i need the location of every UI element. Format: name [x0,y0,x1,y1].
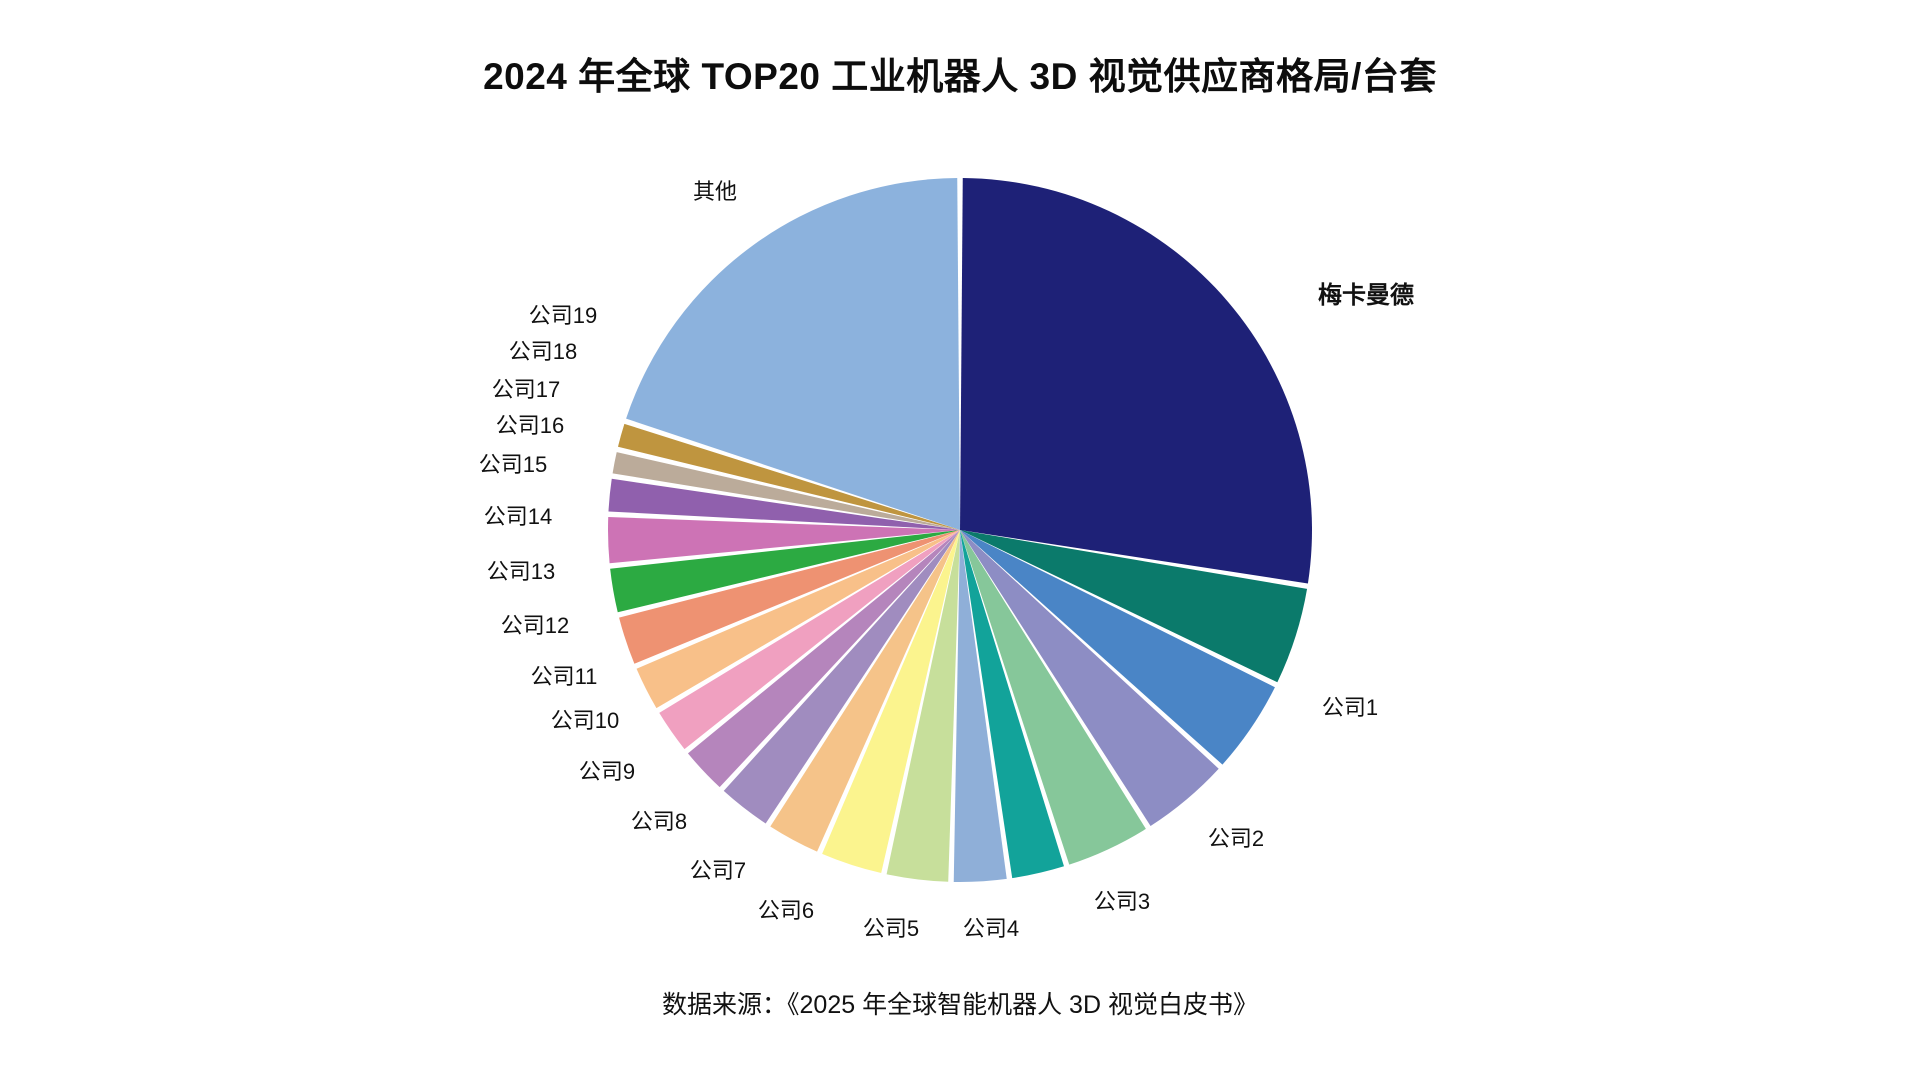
page-title: 2024 年全球 TOP20 工业机器人 3D 视觉供应商格局/台套 [483,56,1437,97]
pie-slice-label: 公司19 [528,303,598,328]
pie-slice-label: 公司9 [578,759,636,784]
pie-slice-label: 公司5 [862,916,920,941]
pie-slice-label: 公司10 [550,708,620,733]
pie-slice-label: 公司4 [962,916,1020,941]
pie-slice[interactable] [770,530,960,852]
pie-slice[interactable] [636,530,960,709]
pie-slice-label: 公司18 [508,339,578,364]
pie-slice-label: 公司16 [495,413,565,438]
pie-slice[interactable] [619,530,960,664]
pie-slice[interactable] [607,516,960,564]
pie-slice-label: 公司14 [483,504,553,529]
pie-slice[interactable] [960,178,1313,584]
pie-slice-label: 公司13 [486,559,556,584]
pie-slice[interactable] [687,530,960,788]
pie-slice-label: 公司2 [1207,826,1265,851]
pie-slice[interactable] [886,530,960,882]
pie-slice[interactable] [659,530,960,750]
pie-slice-label: 公司12 [500,613,570,638]
pie-slice[interactable] [960,530,1219,826]
pie-slice[interactable] [723,530,960,824]
pie-slice[interactable] [617,423,960,530]
pie-slice-label: 公司6 [757,898,815,923]
pie-slice-label: 公司3 [1093,889,1151,914]
pie-slice-label: 公司11 [530,664,598,689]
pie-slice[interactable] [953,530,1007,882]
pie-slice-label: 公司1 [1321,695,1379,720]
pie-slice-label: 公司15 [478,452,548,477]
pie-slice[interactable] [960,530,1064,879]
pie-slice[interactable] [610,530,960,613]
source-note: 数据来源：《2025 年全球智能机器人 3D 视觉白皮书》 [662,991,1258,1019]
pie-slice[interactable] [608,478,960,530]
pie-slice-group [607,178,1313,882]
pie-slice[interactable] [612,452,960,530]
pie-slice[interactable] [960,530,1275,765]
pie-slice[interactable] [822,530,960,874]
pie-slice-label: 梅卡曼德 [1318,282,1414,309]
pie-slice[interactable] [626,178,960,530]
pie-slice-label: 公司7 [689,858,747,883]
pie-slice[interactable] [960,530,1146,865]
pie-slice-label: 其他 [692,179,738,204]
pie-slice-label: 公司17 [491,377,561,402]
pie-slice-label: 公司8 [630,809,688,834]
pie-slice[interactable] [960,530,1308,683]
